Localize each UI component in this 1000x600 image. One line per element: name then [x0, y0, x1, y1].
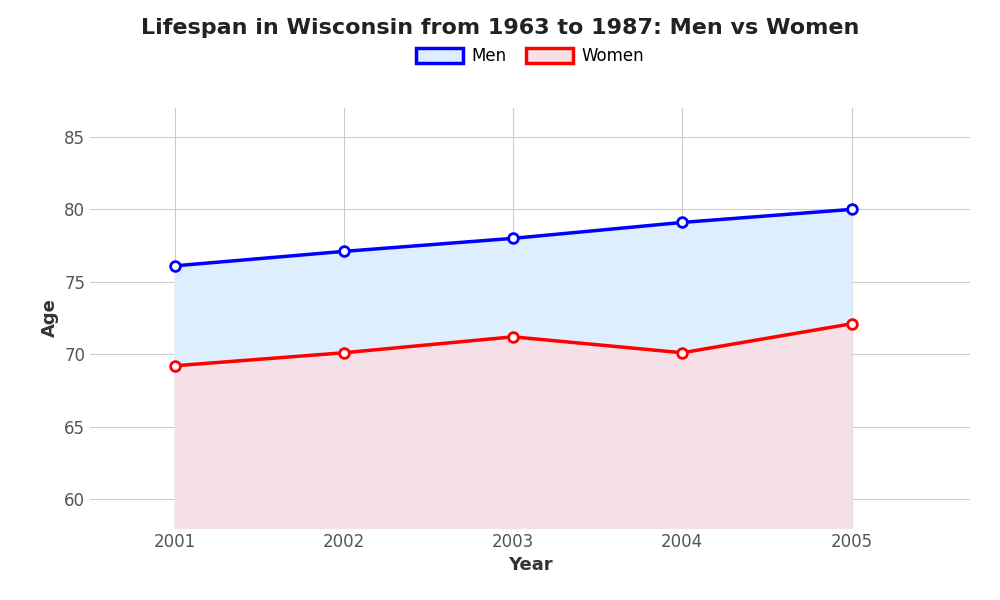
X-axis label: Year: Year [508, 556, 552, 574]
Text: Lifespan in Wisconsin from 1963 to 1987: Men vs Women: Lifespan in Wisconsin from 1963 to 1987:… [141, 18, 859, 38]
Legend: Men, Women: Men, Women [409, 41, 651, 72]
Y-axis label: Age: Age [41, 299, 59, 337]
